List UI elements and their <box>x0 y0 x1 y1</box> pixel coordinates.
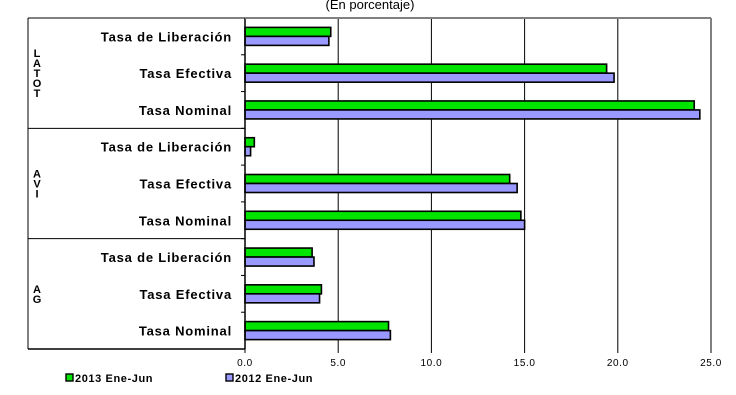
legend-label-2012: 2012 Ene-Jun <box>235 373 313 385</box>
category-label: Tasa Nominal <box>139 103 232 118</box>
bar-2013-4 <box>244 173 511 185</box>
category-label: Tasa Nominal <box>139 213 232 228</box>
x-tick-label: 0.0 <box>237 358 253 369</box>
x-tick-label: 10.0 <box>420 358 442 369</box>
group-label-letter: T <box>34 88 41 100</box>
bar-2013-7 <box>244 284 323 295</box>
chart-subtitle: (En porcentaje) <box>326 0 415 12</box>
category-label: Tasa Efectiva <box>139 66 232 81</box>
bar-2013-1 <box>244 63 608 74</box>
category-label: Tasa de Liberación <box>101 250 232 265</box>
bar-2012-6 <box>244 256 315 267</box>
x-tick-label: 5.0 <box>330 358 346 369</box>
x-tick-label: 15.0 <box>514 358 536 369</box>
category-label: Tasa de Liberación <box>101 140 232 155</box>
group-label-letter: A <box>33 58 41 70</box>
x-tick-label: 25.0 <box>700 358 722 369</box>
legend-swatch-2012 <box>225 373 234 382</box>
bar-2013-5 <box>244 210 522 222</box>
group-label-letter: A <box>33 284 41 296</box>
bars <box>244 26 701 341</box>
category-label: Tasa Efectiva <box>139 287 232 302</box>
bar-2012-8 <box>244 329 392 341</box>
bar-2012-3 <box>244 145 252 157</box>
legend: 2013 Ene-Jun 2012 Ene-Jun <box>65 373 313 385</box>
x-tick-labels: 0.0 5.0 10.0 15.0 20.0 25.0 <box>237 349 722 369</box>
group-label-letter: T <box>34 68 41 80</box>
axes <box>27 17 712 350</box>
group-label-letter: L <box>34 48 41 60</box>
bar-2013-8 <box>244 320 390 332</box>
bar-2012-2 <box>244 109 701 120</box>
bar-2013-2 <box>244 100 696 111</box>
bar-2012-1 <box>244 72 615 83</box>
bar-2012-4 <box>244 182 518 194</box>
group-label-letter: G <box>33 294 42 306</box>
group-label-letter: O <box>33 78 42 90</box>
category-labels: Tasa de Liberación Tasa Efectiva Tasa Nomi… <box>101 29 232 339</box>
category-label: Tasa de Liberación <box>101 29 232 44</box>
bar-2012-5 <box>244 219 526 231</box>
x-tick-label: 20.0 <box>607 358 629 369</box>
group-label-letter: A <box>33 169 41 181</box>
legend-swatch-2013 <box>65 373 74 382</box>
bar-2013-6 <box>244 247 313 258</box>
bar-2012-0 <box>244 35 330 47</box>
bar-2012-7 <box>244 293 321 304</box>
bar-2013-0 <box>244 26 332 38</box>
legend-label-2013: 2013 Ene-Jun <box>75 373 153 385</box>
category-label: Tasa Nominal <box>139 324 232 339</box>
category-label: Tasa Efectiva <box>139 177 232 192</box>
group-label-letter: V <box>33 179 41 191</box>
group-label-letter: I <box>35 189 38 201</box>
bar-2013-3 <box>244 136 256 148</box>
